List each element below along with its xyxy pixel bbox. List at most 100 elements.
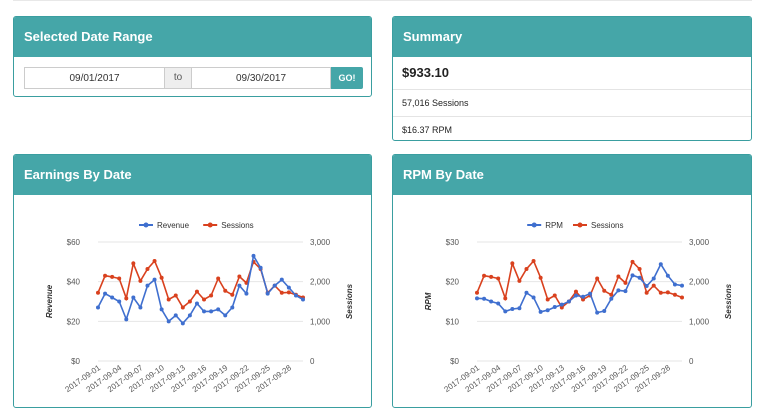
data-point-sessions[interactable]	[96, 290, 100, 295]
data-point-rpm[interactable]	[680, 283, 684, 288]
data-point-sessions[interactable]	[230, 292, 235, 297]
data-point-sessions[interactable]	[552, 293, 557, 298]
data-point-revenue[interactable]	[237, 283, 242, 288]
data-point-sessions[interactable]	[209, 293, 214, 298]
data-point-revenue[interactable]	[110, 295, 115, 300]
data-point-revenue[interactable]	[187, 313, 192, 318]
data-point-rpm[interactable]	[573, 293, 578, 298]
legend-label[interactable]: Sessions	[591, 221, 623, 230]
data-point-revenue[interactable]	[216, 307, 221, 312]
data-point-revenue[interactable]	[103, 291, 108, 296]
data-point-sessions[interactable]	[131, 261, 136, 266]
data-point-sessions[interactable]	[237, 274, 242, 279]
data-point-sessions[interactable]	[545, 297, 550, 302]
data-point-sessions[interactable]	[180, 305, 185, 310]
data-point-sessions[interactable]	[103, 273, 108, 278]
data-point-sessions[interactable]	[503, 296, 508, 301]
data-point-sessions[interactable]	[524, 266, 529, 271]
data-point-revenue[interactable]	[230, 305, 235, 310]
data-point-rpm[interactable]	[489, 299, 494, 304]
data-point-revenue[interactable]	[159, 307, 164, 312]
data-point-revenue[interactable]	[293, 293, 298, 298]
data-point-revenue[interactable]	[251, 253, 256, 258]
data-point-sessions[interactable]	[616, 274, 621, 279]
legend-label[interactable]: RPM	[545, 221, 563, 230]
data-point-sessions[interactable]	[630, 259, 635, 264]
data-point-revenue[interactable]	[202, 309, 207, 314]
legend-marker[interactable]	[143, 222, 149, 228]
end-date-input[interactable]	[191, 67, 331, 89]
data-point-sessions[interactable]	[159, 275, 164, 280]
data-point-revenue[interactable]	[117, 299, 122, 304]
data-point-sessions[interactable]	[559, 305, 564, 310]
data-point-sessions[interactable]	[573, 289, 578, 294]
data-point-sessions[interactable]	[202, 297, 207, 302]
data-point-sessions[interactable]	[117, 276, 122, 281]
data-point-revenue[interactable]	[244, 291, 249, 296]
data-point-revenue[interactable]	[166, 319, 171, 324]
data-point-sessions[interactable]	[152, 259, 157, 264]
data-point-sessions[interactable]	[110, 274, 115, 279]
data-point-rpm[interactable]	[510, 307, 515, 312]
data-point-sessions[interactable]	[223, 288, 228, 293]
data-point-rpm[interactable]	[630, 273, 635, 278]
data-point-sessions[interactable]	[637, 266, 642, 271]
data-point-revenue[interactable]	[279, 277, 284, 282]
data-point-sessions[interactable]	[145, 266, 150, 271]
data-point-sessions[interactable]	[665, 290, 670, 295]
data-point-rpm[interactable]	[616, 288, 621, 293]
legend-marker[interactable]	[577, 222, 583, 228]
data-point-revenue[interactable]	[145, 283, 150, 288]
data-point-revenue[interactable]	[258, 265, 263, 270]
data-point-revenue[interactable]	[286, 285, 291, 290]
data-point-sessions[interactable]	[173, 293, 178, 298]
data-point-sessions[interactable]	[496, 276, 501, 281]
data-point-sessions[interactable]	[187, 299, 192, 304]
data-point-rpm[interactable]	[524, 290, 529, 295]
data-point-sessions[interactable]	[680, 295, 684, 300]
data-point-rpm[interactable]	[644, 284, 649, 289]
data-point-rpm[interactable]	[595, 310, 600, 315]
data-point-rpm[interactable]	[609, 296, 614, 301]
start-date-input[interactable]	[24, 67, 165, 89]
data-point-rpm[interactable]	[602, 309, 607, 314]
data-point-revenue[interactable]	[209, 309, 214, 314]
data-point-rpm[interactable]	[665, 273, 670, 278]
data-point-rpm[interactable]	[651, 276, 656, 281]
data-point-sessions[interactable]	[510, 261, 515, 266]
data-point-sessions[interactable]	[531, 259, 536, 264]
data-point-rpm[interactable]	[658, 262, 663, 267]
data-point-sessions[interactable]	[581, 297, 586, 302]
data-point-sessions[interactable]	[609, 292, 614, 297]
data-point-rpm[interactable]	[496, 301, 501, 306]
data-point-rpm[interactable]	[588, 291, 593, 296]
data-point-rpm[interactable]	[503, 309, 508, 314]
data-point-revenue[interactable]	[131, 295, 136, 300]
data-point-sessions[interactable]	[194, 289, 199, 294]
go-button[interactable]: GO!	[331, 67, 363, 89]
data-point-revenue[interactable]	[173, 313, 178, 318]
data-point-rpm[interactable]	[672, 282, 677, 287]
data-point-rpm[interactable]	[637, 275, 642, 280]
data-point-sessions[interactable]	[482, 273, 487, 278]
data-point-sessions[interactable]	[644, 290, 649, 295]
legend-marker[interactable]	[207, 222, 213, 228]
data-point-revenue[interactable]	[152, 277, 157, 282]
data-point-sessions[interactable]	[672, 292, 677, 297]
legend-marker[interactable]	[531, 222, 537, 228]
data-point-rpm[interactable]	[538, 309, 543, 314]
data-point-revenue[interactable]	[180, 321, 185, 326]
data-point-sessions[interactable]	[475, 290, 479, 295]
data-point-sessions[interactable]	[489, 274, 494, 279]
data-point-revenue[interactable]	[194, 301, 199, 306]
data-point-sessions[interactable]	[538, 275, 543, 280]
data-point-rpm[interactable]	[566, 299, 571, 304]
data-point-sessions[interactable]	[623, 280, 628, 285]
data-point-rpm[interactable]	[531, 295, 536, 300]
data-point-revenue[interactable]	[272, 283, 277, 288]
legend-label[interactable]: Revenue	[157, 221, 190, 230]
data-point-revenue[interactable]	[301, 297, 305, 302]
data-point-sessions[interactable]	[166, 297, 171, 302]
data-point-sessions[interactable]	[216, 276, 221, 281]
data-point-sessions[interactable]	[517, 278, 522, 283]
